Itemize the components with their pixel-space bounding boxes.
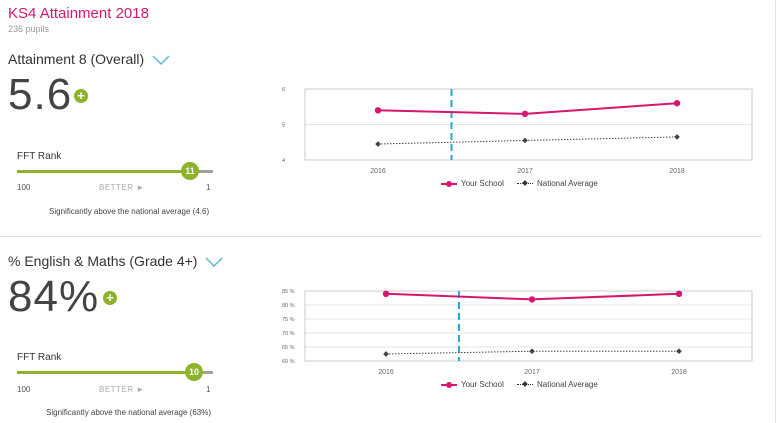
y-tick-label: 75 % [282, 317, 295, 323]
legend-national-text: National Average [537, 179, 598, 188]
plot-frame [304, 290, 753, 362]
pupil-count: 236 pupils [8, 24, 50, 34]
y-tick-label: 80 % [282, 303, 295, 309]
x-tick-label: 2016 [378, 369, 394, 376]
y-tick-label: 6 [282, 87, 285, 93]
rank-bar [17, 371, 213, 374]
national-point [676, 348, 682, 355]
x-tick-label: 2017 [517, 168, 533, 175]
legend-national-text: National Average [537, 380, 598, 389]
section-divider [0, 236, 762, 237]
national-point [375, 141, 381, 147]
national-point [522, 137, 528, 144]
national-point [674, 134, 680, 140]
legend-school-swatch [441, 180, 457, 187]
national-point [529, 348, 535, 355]
significance-note: Significantly above the national average… [49, 207, 210, 216]
legend-your-school[interactable]: Your School [441, 179, 504, 188]
legend-national-swatch [517, 183, 533, 185]
legend-national-average[interactable]: National Average [517, 179, 598, 188]
plus-icon: + [103, 291, 117, 305]
school-point [521, 110, 529, 118]
plot-frame [304, 88, 753, 161]
section-title-text: % English & Maths (Grade 4+) [8, 253, 198, 269]
school-point [382, 290, 390, 297]
legend-national-average[interactable]: National Average [517, 380, 598, 389]
x-tick-label: 2016 [370, 168, 386, 175]
y-tick-label: 70 % [282, 331, 295, 337]
chart-english-maths: 60 % 65 % 70 % 75 % 80 % 85 % 2016 2017 2018 [280, 285, 760, 380]
legend-school-text: Your School [461, 380, 504, 389]
fft-rank-label: FFT Rank [17, 352, 62, 363]
section-title[interactable]: % English & Maths (Grade 4+) [8, 253, 223, 269]
rank-better-label: BETTER ► [99, 385, 145, 394]
x-tick-label: 2018 [669, 168, 685, 175]
legend-your-school[interactable]: Your School [441, 380, 504, 389]
section-title-text: Attainment 8 (Overall) [8, 51, 145, 67]
y-tick-label: 60 % [282, 359, 295, 365]
chevron-down-icon[interactable] [152, 55, 170, 66]
right-border [775, 0, 776, 423]
rank-better-label: BETTER ► [99, 183, 145, 192]
line-chart: 4 5 6 2016 2017 2018 [282, 87, 753, 175]
school-point [374, 107, 382, 114]
rank-right-label: 1 [206, 385, 211, 394]
english-maths-section: % English & Maths (Grade 4+) 84% + FFT R… [0, 0, 775, 417]
rank-bar-remainder [200, 371, 213, 374]
chevron-down-icon[interactable] [205, 257, 223, 268]
significance-note: Significantly above the national average… [46, 408, 211, 417]
x-tick-label: 2018 [671, 369, 687, 376]
legend-school-text: Your School [461, 179, 504, 188]
chart-attainment8: 4 5 6 2016 2017 2018 [280, 85, 760, 180]
big-value: 84% [8, 272, 100, 321]
plus-icon: + [74, 89, 88, 103]
section-title[interactable]: Attainment 8 (Overall) [8, 51, 170, 67]
y-tick-label: 4 [282, 158, 285, 164]
rank-bar [17, 170, 213, 173]
rank-left-label: 100 [17, 183, 31, 192]
attainment8-section: Attainment 8 (Overall) 5.6 + FFT Rank 11… [0, 0, 775, 216]
y-tick-label: 85 % [282, 289, 295, 295]
national-point [383, 351, 389, 357]
rank-marker: 11 [181, 162, 199, 180]
y-tick-label: 5 [282, 123, 285, 129]
line-chart: 60 % 65 % 70 % 75 % 80 % 85 % 2016 2017 2018 [282, 289, 753, 376]
legend-national-swatch [517, 384, 533, 386]
legend-school-swatch [441, 381, 457, 388]
rank-bar-remainder [196, 170, 213, 173]
y-tick-label: 65 % [282, 345, 295, 351]
school-point [528, 296, 536, 303]
rank-left-label: 100 [17, 385, 31, 394]
x-tick-label: 2017 [524, 369, 540, 376]
school-point [675, 290, 683, 297]
rank-marker: 10 [185, 363, 203, 381]
rank-right-label: 1 [206, 183, 211, 192]
page-title: KS4 Attainment 2018 [8, 5, 149, 22]
school-point [673, 100, 681, 107]
national-line [385, 350, 679, 355]
fft-rank-label: FFT Rank [17, 151, 62, 162]
big-value: 5.6 [8, 70, 73, 119]
